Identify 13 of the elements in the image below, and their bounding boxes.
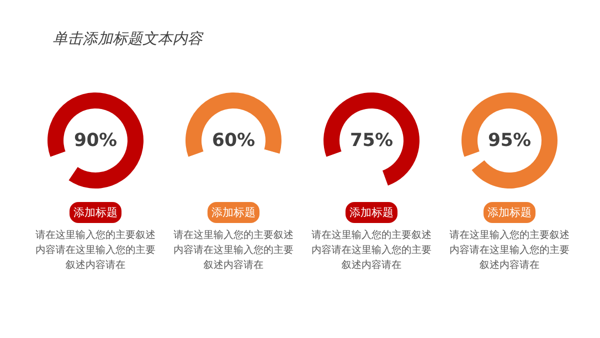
text: 添加标题 [488, 206, 532, 219]
text: 单击添加标题文本内容 [52, 30, 204, 48]
data-label: 75% [350, 130, 394, 151]
text: 添加标题 [74, 206, 118, 219]
data-label: 95% [488, 130, 532, 151]
data-label: 60% [212, 130, 256, 151]
text: 请在这里输入您的主要叙述内容请在这里输入您的主要叙述内容请在 [450, 229, 570, 271]
text: 添加标题 [350, 206, 394, 219]
text: 请在这里输入您的主要叙述内容请在这里输入您的主要叙述内容请在 [174, 229, 294, 271]
text: 请在这里输入您的主要叙述内容请在这里输入您的主要叙述内容请在 [36, 229, 156, 271]
text: 添加标题 [212, 206, 256, 219]
text: 请在这里输入您的主要叙述内容请在这里输入您的主要叙述内容请在 [312, 229, 432, 271]
data-label: 90% [74, 130, 118, 151]
